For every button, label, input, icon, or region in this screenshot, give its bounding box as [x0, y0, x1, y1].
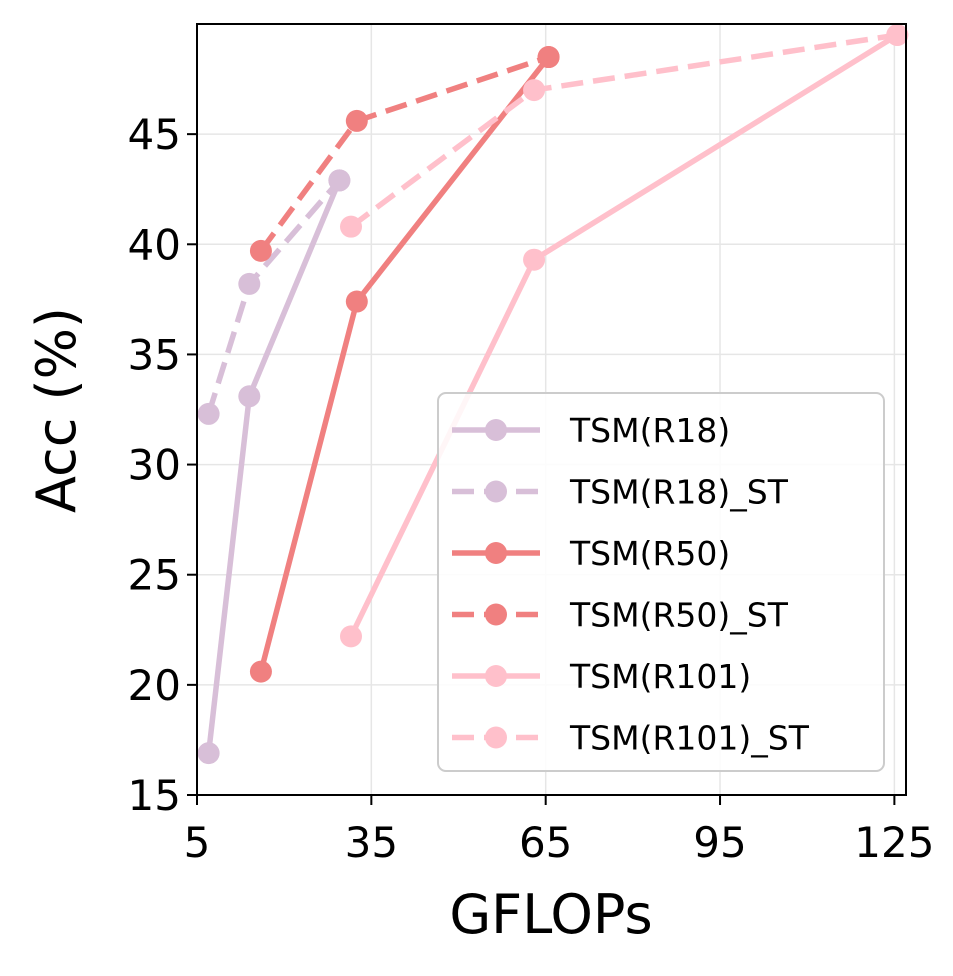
data-point [328, 169, 351, 192]
data-point [197, 742, 220, 765]
y-tick-label: 15 [128, 771, 181, 820]
data-point [345, 109, 368, 132]
legend-swatch-marker [485, 603, 507, 626]
legend-item: TSM(R18)_ST [452, 473, 789, 512]
x-tick-label: 125 [854, 818, 934, 867]
data-point [238, 272, 261, 295]
legend-item: TSM(R18) [452, 411, 730, 450]
data-point [249, 239, 272, 262]
y-tick-label: 20 [128, 661, 181, 710]
data-point [197, 402, 220, 425]
y-tick-label: 30 [128, 441, 181, 490]
data-point [340, 625, 363, 648]
legend-swatch-marker [485, 665, 507, 687]
series-line-tsm-r50-st [258, 54, 550, 253]
legend-swatch-marker [485, 419, 507, 441]
legend-item: TSM(R50)_ST [452, 596, 789, 635]
data-point [345, 290, 368, 313]
series-line-tsm-r101-st [349, 32, 898, 229]
legend-label: TSM(R50) [569, 534, 730, 573]
legend-label: TSM(R101) [569, 657, 751, 696]
series-line-tsm-r18- [205, 179, 342, 754]
legend-label: TSM(R18)_ST [569, 473, 789, 512]
legend-swatch-marker [485, 542, 507, 564]
data-point [523, 79, 546, 102]
x-axis-label: GFLOPs [449, 883, 652, 946]
data-point [249, 660, 272, 683]
data-point [886, 24, 909, 47]
x-tick-label: 5 [184, 818, 211, 867]
legend-item: TSM(R101) [452, 657, 751, 696]
legend-item: TSM(R50) [452, 534, 730, 573]
series-line-tsm-r18-st [205, 178, 342, 415]
legend-swatch-marker [485, 480, 507, 503]
y-tick-label: 35 [128, 330, 181, 379]
legend-frame [437, 392, 885, 772]
legend: TSM(R18) TSM(R18)_ST TSM(R50) TSM(R50)_ST TS… [437, 392, 885, 772]
x-tick-label: 65 [519, 818, 572, 867]
legend-label: TSM(R18) [569, 411, 730, 450]
legend-item: TSM(R101)_ST [452, 719, 810, 758]
legend-label: TSM(R50)_ST [569, 596, 789, 635]
axis-ticks: 5 35 65 95 125 15 20 25 30 35 40 45 [128, 110, 935, 867]
legend-label: TSM(R101)_ST [569, 719, 810, 758]
y-tick-label: 45 [128, 110, 181, 159]
y-tick-label: 25 [128, 551, 181, 600]
data-point [340, 215, 363, 238]
data-point [523, 248, 546, 271]
x-tick-label: 95 [693, 818, 746, 867]
legend-swatch-marker [485, 726, 507, 749]
plot-frame [196, 23, 907, 796]
data-point [238, 385, 261, 408]
y-axis-label: Acc (%) [25, 307, 88, 513]
y-tick-label: 40 [128, 220, 181, 269]
x-tick-label: 35 [345, 818, 398, 867]
series-lines [197, 24, 909, 765]
data-point [537, 46, 560, 69]
